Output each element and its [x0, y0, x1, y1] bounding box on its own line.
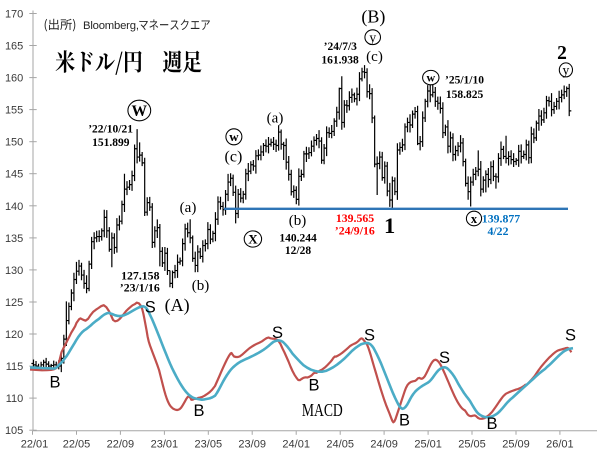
svg-text:170: 170: [5, 9, 23, 21]
svg-text:S: S: [565, 327, 576, 345]
svg-text:(A): (A): [165, 295, 190, 316]
svg-text:139.565: 139.565: [336, 211, 374, 225]
svg-text:’24/7/3: ’24/7/3: [324, 41, 357, 53]
svg-text:151.899: 151.899: [92, 137, 130, 149]
svg-text:Bloomberg,: Bloomberg,: [83, 20, 139, 32]
svg-text:2: 2: [557, 43, 567, 64]
svg-text:158.825: 158.825: [446, 89, 484, 101]
svg-text:(a): (a): [180, 200, 197, 216]
svg-text:135: 135: [5, 233, 23, 245]
svg-text:25/09: 25/09: [502, 439, 530, 451]
svg-text:125: 125: [5, 297, 23, 309]
svg-text:155: 155: [5, 105, 23, 117]
svg-text:1: 1: [384, 213, 395, 238]
svg-text:23/09: 23/09: [238, 439, 266, 451]
svg-text:140.244: 140.244: [279, 232, 317, 244]
svg-text:’25/1/10: ’25/1/10: [445, 75, 484, 87]
svg-text:’23/1/16: ’23/1/16: [120, 280, 160, 294]
svg-text:110: 110: [6, 393, 24, 405]
svg-text:S: S: [272, 324, 283, 342]
svg-text:B: B: [486, 415, 497, 433]
svg-text:127.158: 127.158: [121, 269, 159, 283]
svg-text:y: y: [369, 30, 376, 45]
svg-text:24/05: 24/05: [326, 439, 354, 451]
svg-text:150: 150: [5, 137, 23, 149]
svg-text:(a): (a): [267, 111, 284, 127]
svg-text:W: W: [132, 103, 148, 120]
svg-text:x: x: [471, 212, 478, 226]
svg-text:139.877: 139.877: [482, 212, 520, 226]
svg-text:26/01: 26/01: [546, 439, 574, 451]
svg-text:S: S: [439, 349, 450, 367]
svg-text:25/01: 25/01: [414, 439, 442, 451]
svg-text:115: 115: [6, 361, 24, 373]
svg-text:12/28: 12/28: [285, 245, 311, 257]
svg-text:161.938: 161.938: [321, 55, 359, 67]
svg-text:w: w: [229, 129, 239, 144]
svg-text:165: 165: [5, 41, 23, 53]
svg-text:B: B: [308, 377, 319, 395]
svg-text:25/05: 25/05: [458, 439, 486, 451]
svg-text:160: 160: [5, 73, 23, 85]
svg-text:MACD: MACD: [302, 402, 343, 421]
svg-text:(c): (c): [366, 49, 383, 65]
svg-text:S: S: [145, 298, 156, 316]
svg-text:B: B: [399, 412, 410, 430]
svg-text:(b): (b): [192, 278, 210, 294]
svg-text:4/22: 4/22: [488, 224, 509, 238]
svg-text:B: B: [193, 402, 204, 420]
svg-text:(b): (b): [289, 213, 307, 229]
svg-text:X: X: [248, 231, 258, 246]
svg-text:22/01: 22/01: [21, 439, 49, 451]
svg-text:140: 140: [5, 201, 23, 213]
svg-text:y: y: [563, 62, 570, 77]
svg-text:’24/9/16: ’24/9/16: [335, 224, 375, 238]
svg-text:130: 130: [5, 265, 23, 277]
svg-text:S: S: [364, 327, 375, 345]
svg-text:23/05: 23/05: [195, 439, 223, 451]
svg-text:(c): (c): [225, 148, 243, 165]
svg-text:’22/10/21: ’22/10/21: [88, 124, 133, 136]
svg-text:(B): (B): [361, 7, 385, 28]
svg-text:23/01: 23/01: [151, 439, 179, 451]
svg-text:105: 105: [5, 425, 23, 437]
svg-text:22/09: 22/09: [107, 439, 135, 451]
svg-text:120: 120: [5, 329, 23, 341]
svg-text:w: w: [426, 71, 435, 85]
svg-text:24/09: 24/09: [370, 439, 398, 451]
svg-text:22/05: 22/05: [63, 439, 91, 451]
svg-text:145: 145: [5, 169, 23, 181]
svg-text:B: B: [49, 374, 60, 392]
svg-text:24/01: 24/01: [282, 439, 310, 451]
